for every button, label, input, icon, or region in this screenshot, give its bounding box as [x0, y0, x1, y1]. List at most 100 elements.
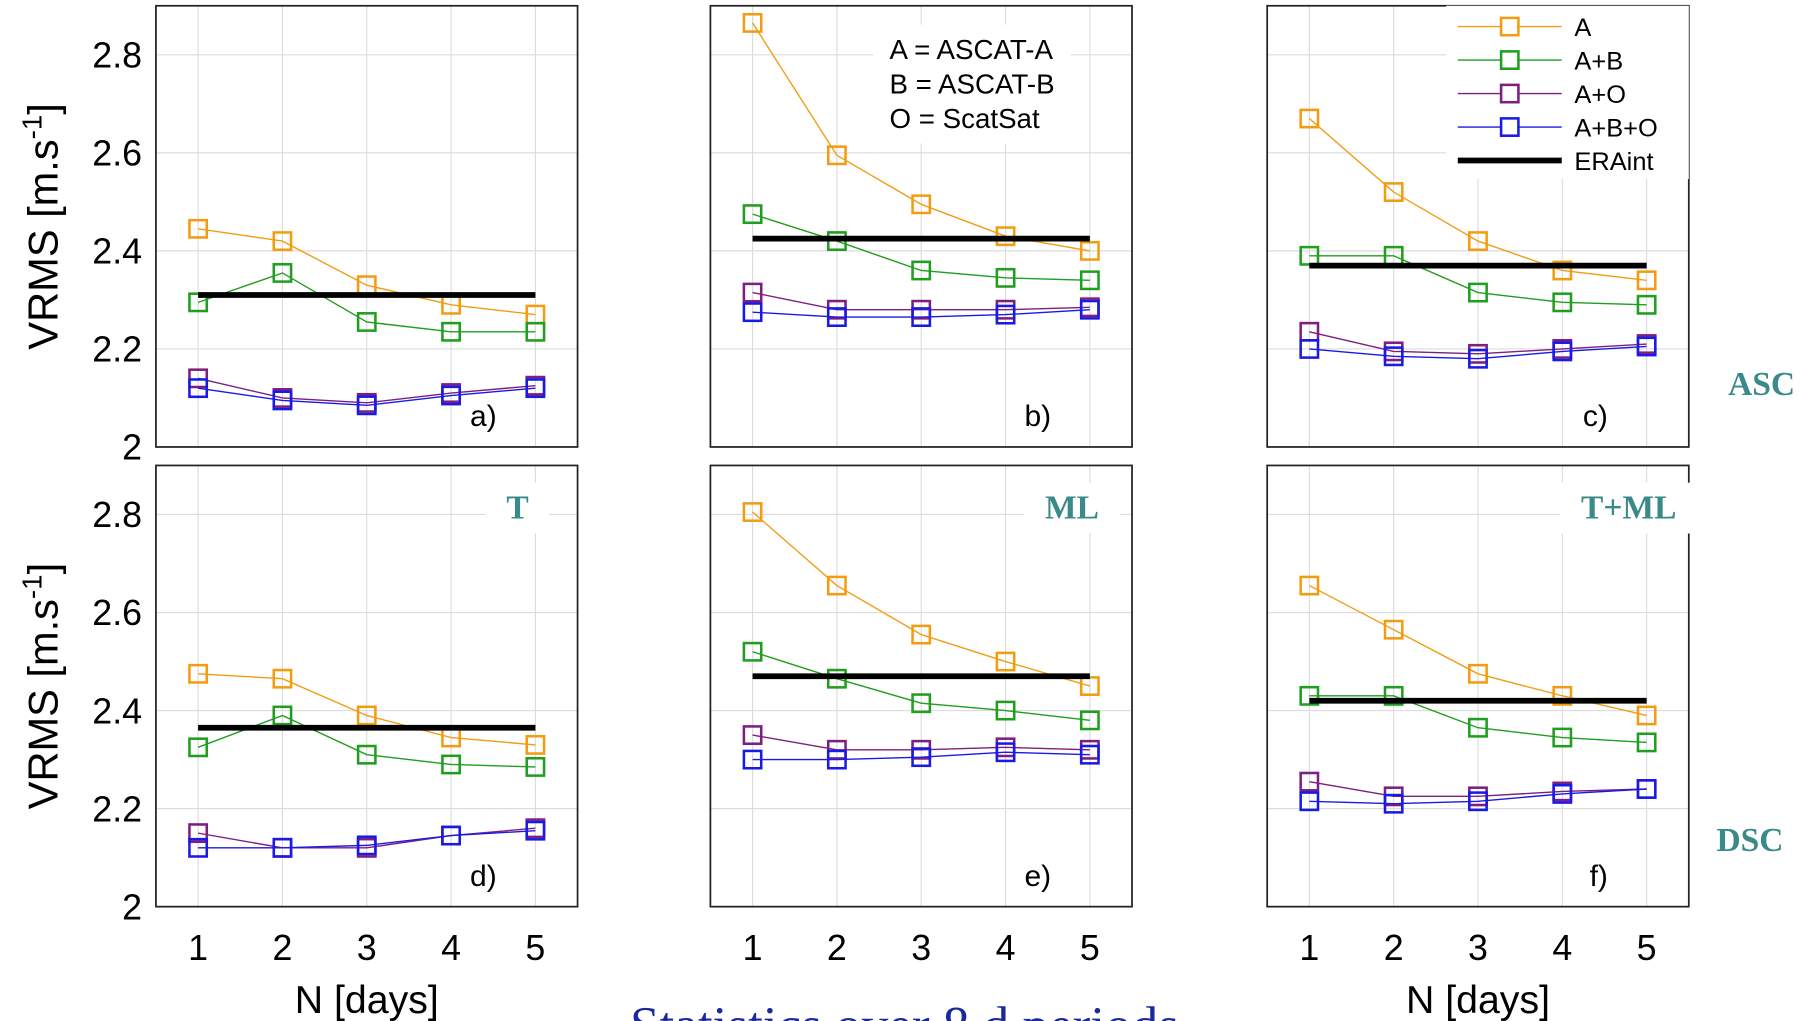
marker — [742, 725, 763, 746]
y-tick-label: 2.2 — [92, 789, 142, 829]
marker — [826, 307, 847, 327]
marker — [742, 204, 763, 225]
marker — [356, 744, 377, 765]
series-line — [198, 387, 536, 407]
legend-label: A+B+O — [1574, 114, 1657, 142]
row-label: DSC — [1717, 822, 1784, 859]
panel-label: c) — [1583, 400, 1608, 433]
marker — [188, 837, 209, 858]
y-axis-label-text: VRMS [m.s — [20, 599, 67, 809]
marker — [356, 705, 377, 726]
series-line — [752, 751, 1090, 761]
y-tick-label: 2.4 — [92, 232, 142, 272]
series-line — [197, 827, 536, 849]
panel-label: f) — [1590, 860, 1608, 893]
legend-label: A — [1574, 14, 1591, 42]
annotation: B = ASCAT-B — [889, 69, 1054, 100]
plot-frame — [1266, 464, 1690, 908]
y-axis-label-text: VRMS [m.s — [20, 139, 67, 349]
marker — [1468, 282, 1488, 303]
y-axis-label-superscript: -1 — [17, 574, 48, 599]
series-line — [1309, 345, 1647, 360]
marker — [1383, 793, 1404, 814]
annotation: O = ScatSat — [889, 103, 1040, 134]
series-line — [197, 377, 536, 404]
marker — [1079, 299, 1100, 320]
marker — [1079, 270, 1100, 291]
panel-label: d) — [470, 860, 497, 893]
x-axis-label: N [days] — [295, 978, 439, 1021]
marker — [441, 825, 462, 846]
marker — [356, 395, 377, 416]
y-tick-label: 2.6 — [92, 134, 142, 174]
marker — [525, 757, 546, 777]
x-tick-label: 4 — [1552, 928, 1572, 968]
x-tick-label: 5 — [1080, 928, 1100, 968]
x-tick-label: 4 — [996, 928, 1016, 968]
marker — [272, 263, 293, 283]
y-axis-label: VRMS [m.s-1] — [17, 563, 67, 809]
x-axis-label: N [days] — [1406, 978, 1550, 1021]
panel-title: T+ML — [1581, 490, 1676, 527]
x-tick-label: 2 — [827, 928, 847, 968]
series-line — [752, 511, 1091, 687]
x-tick-label: 1 — [1299, 928, 1319, 968]
x-tick-label: 1 — [743, 928, 763, 968]
marker — [1079, 710, 1100, 731]
x-tick-label: 2 — [272, 928, 292, 968]
series-line — [1309, 788, 1647, 805]
series-line — [1309, 255, 1647, 306]
marker — [1468, 663, 1488, 684]
x-tick-label: 5 — [1637, 928, 1657, 968]
marker — [188, 663, 209, 684]
legend-marker — [1499, 117, 1520, 137]
series-line — [198, 829, 536, 849]
marker — [1299, 338, 1320, 359]
marker — [742, 502, 763, 522]
marker — [272, 390, 293, 411]
marker — [525, 321, 546, 342]
marker — [1383, 346, 1404, 367]
marker — [742, 302, 763, 323]
marker — [742, 749, 763, 770]
x-tick-label: 2 — [1384, 928, 1404, 968]
panel-title: ML — [1045, 490, 1099, 527]
marker — [995, 304, 1016, 325]
marker — [188, 823, 209, 844]
series-line — [752, 651, 1090, 722]
panel-label: e) — [1024, 860, 1051, 893]
panel-title-box — [485, 482, 550, 534]
marker — [525, 734, 546, 755]
marker — [911, 194, 932, 215]
series-line — [752, 291, 1090, 311]
series-line — [1308, 118, 1647, 281]
marker — [995, 742, 1016, 763]
x-tick-label: 3 — [1468, 928, 1488, 968]
annotation-box — [873, 24, 1071, 144]
y-tick-label: 2.6 — [92, 593, 142, 633]
annotation: A = ASCAT-A — [889, 34, 1053, 65]
marker — [826, 575, 847, 596]
marker — [911, 307, 932, 327]
legend-label: ERAint — [1574, 148, 1653, 176]
panel-label: b) — [1024, 400, 1051, 433]
marker — [1636, 779, 1657, 799]
x-tick-label: 3 — [911, 928, 931, 968]
marker — [1079, 744, 1100, 765]
marker — [1299, 791, 1320, 812]
y-axis-label-end: ] — [20, 563, 67, 575]
plot-frame — [155, 4, 579, 448]
series-line — [1309, 780, 1647, 798]
marker — [1299, 685, 1320, 706]
marker — [911, 624, 932, 645]
marker — [1636, 270, 1657, 291]
marker — [1299, 771, 1320, 792]
x-tick-label: 4 — [441, 928, 461, 968]
panel-label: a) — [470, 400, 497, 433]
marker — [1468, 348, 1488, 369]
marker — [272, 837, 293, 858]
marker — [1636, 705, 1657, 726]
marker — [995, 700, 1016, 721]
marker — [742, 641, 763, 662]
